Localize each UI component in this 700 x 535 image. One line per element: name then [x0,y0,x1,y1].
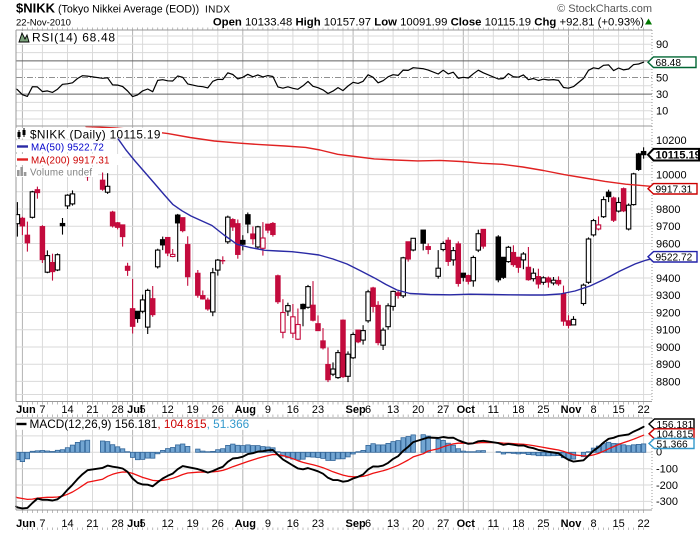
svg-text:11: 11 [488,518,499,530]
svg-text:10115.19: 10115.19 [656,150,700,162]
svg-text:9100: 9100 [656,325,680,337]
svg-text:19: 19 [187,404,199,416]
svg-text:Sep: Sep [346,518,366,530]
svg-text:5: 5 [140,518,146,530]
svg-text:21: 21 [86,518,98,530]
svg-text:7: 7 [39,404,45,416]
svg-text:27: 27 [437,518,449,530]
svg-text:13: 13 [387,518,399,530]
svg-text:8800: 8800 [656,376,680,388]
svg-text:9800: 9800 [656,204,680,216]
svg-text:15: 15 [612,518,624,530]
svg-text:$NIKK (Daily) 10115.19: $NIKK (Daily) 10115.19 [30,128,161,142]
svg-text:10200: 10200 [656,135,687,147]
svg-text:Sep: Sep [346,404,366,416]
svg-text:27: 27 [437,404,449,416]
svg-text:-200: -200 [656,480,678,492]
svg-text:50: 50 [656,72,668,84]
svg-text:10000: 10000 [656,170,687,182]
svg-text:9522.72: 9522.72 [656,253,693,264]
svg-text:9600: 9600 [656,238,680,250]
svg-text:INDX: INDX [205,5,231,16]
svg-text:Jun: Jun [16,518,36,530]
svg-text:9000: 9000 [656,342,680,354]
svg-text:11: 11 [488,404,499,416]
svg-text:20: 20 [412,404,424,416]
svg-text:68.48: 68.48 [656,58,682,69]
svg-text:9917.31: 9917.31 [656,185,693,196]
svg-text:Aug: Aug [235,404,256,416]
svg-text:Nov: Nov [561,404,583,416]
svg-text:8: 8 [590,518,596,530]
svg-text:12: 12 [162,404,174,416]
svg-text:22: 22 [637,518,649,530]
svg-text:30: 30 [656,89,668,101]
svg-text:9300: 9300 [656,290,680,302]
svg-text:6: 6 [365,518,371,530]
svg-text:Oct: Oct [457,404,476,416]
svg-text:22-Nov-2010: 22-Nov-2010 [16,18,71,29]
svg-text:5: 5 [140,404,146,416]
svg-text:20: 20 [412,518,424,530]
svg-text:28: 28 [111,404,123,416]
svg-text:14: 14 [61,518,73,530]
svg-text:-300: -300 [656,496,678,508]
svg-text:MACD(12,26,9) 156.181, 104.815: MACD(12,26,9) 156.181, 104.815, 51.366 [30,417,250,431]
svg-text:© StockCharts.com: © StockCharts.com [557,3,652,15]
svg-text:28: 28 [111,518,123,530]
svg-text:7: 7 [39,518,45,530]
svg-text:26: 26 [212,518,224,530]
svg-text:-100: -100 [656,464,678,476]
svg-text:Aug: Aug [235,518,256,530]
svg-text:23: 23 [312,404,324,416]
svg-text:9200: 9200 [656,307,680,319]
svg-text:21: 21 [86,404,98,416]
svg-text:14: 14 [61,404,73,416]
svg-text:18: 18 [512,404,524,416]
svg-text:22: 22 [637,404,649,416]
svg-text:23: 23 [312,518,324,530]
svg-text:Jun: Jun [16,404,36,416]
svg-text:16: 16 [287,518,299,530]
svg-text:9700: 9700 [656,221,680,233]
svg-text:90: 90 [656,39,668,51]
svg-text:19: 19 [187,518,199,530]
svg-text:6: 6 [365,404,371,416]
svg-text:Oct: Oct [457,518,476,530]
svg-text:Nov: Nov [561,518,583,530]
svg-text:25: 25 [537,518,549,530]
svg-text:(Tokyo Nikkei Average (EOD)): (Tokyo Nikkei Average (EOD)) [58,4,199,16]
svg-text:MA(50) 9522.72: MA(50) 9522.72 [31,143,104,154]
svg-text:10: 10 [656,106,668,118]
svg-text:16: 16 [287,404,299,416]
svg-text:12: 12 [162,518,174,530]
svg-text:RSI(14) 68.48: RSI(14) 68.48 [32,31,116,45]
svg-text:15: 15 [612,404,624,416]
svg-text:18: 18 [512,518,524,530]
svg-text:Volume undef: Volume undef [30,168,92,179]
svg-text:Open 10133.48 High 10157.97 Lo: Open 10133.48 High 10157.97 Low 10091.99… [213,17,644,29]
svg-text:25: 25 [537,404,549,416]
svg-text:51.366: 51.366 [657,439,688,450]
svg-text:9: 9 [265,404,271,416]
svg-text:8900: 8900 [656,359,680,371]
svg-text:9400: 9400 [656,273,680,285]
svg-text:26: 26 [212,404,224,416]
svg-text:MA(200) 9917.31: MA(200) 9917.31 [31,156,110,167]
svg-text:$NIKK: $NIKK [16,1,56,16]
svg-text:13: 13 [387,404,399,416]
svg-text:9: 9 [265,518,271,530]
svg-text:8: 8 [590,404,596,416]
